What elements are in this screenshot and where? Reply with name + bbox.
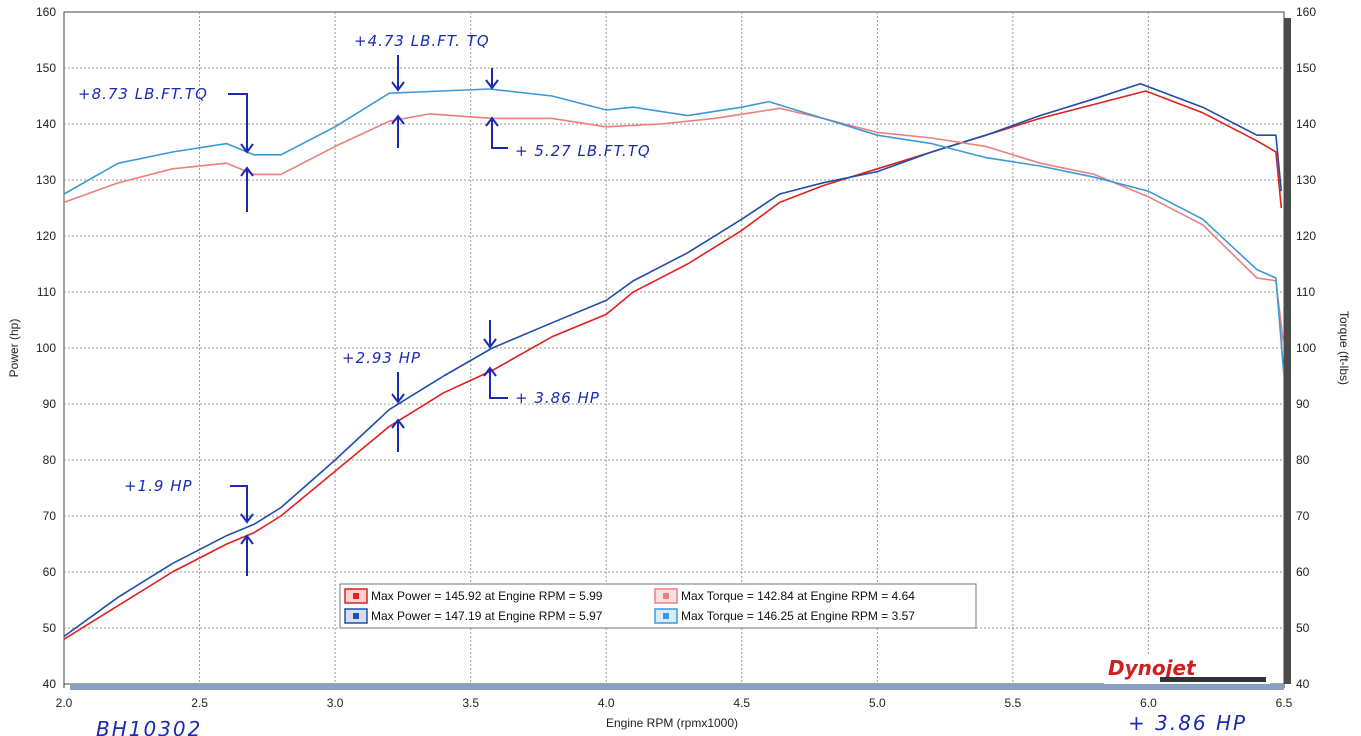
- annotation-power-3: +1.9 HP: [124, 477, 193, 495]
- x-tick-label: 6.0: [1140, 696, 1157, 710]
- y-tick-label-right: 80: [1296, 453, 1310, 467]
- y-tick-label-left: 100: [36, 341, 56, 355]
- series-line-3: [63, 107, 1285, 349]
- y-tick-label-right: 40: [1296, 677, 1310, 691]
- y-tick-label-right: 110: [1296, 285, 1315, 299]
- y-tick-label-left: 110: [37, 285, 56, 299]
- x-tick-label: 6.5: [1276, 696, 1293, 710]
- dynojet-logo: Dynojet: [1104, 656, 1270, 684]
- y-tick-label-right: 100: [1296, 341, 1316, 355]
- x-tick-label: 4.5: [733, 696, 750, 710]
- annotation-power-2: + 3.86 HP: [515, 389, 600, 407]
- y-axis-title-left: Power (hp): [7, 319, 21, 378]
- y-tick-label-right: 160: [1296, 5, 1316, 19]
- series-line-2: [63, 82, 1283, 638]
- legend-label-1: Max Power = 145.92 at Engine RPM = 5.99: [371, 589, 603, 603]
- y-tick-label-left: 160: [36, 5, 56, 19]
- annotation-torque-1: +8.73 LB.FT.TQ: [78, 85, 208, 103]
- y-tick-label-left: 70: [43, 509, 57, 523]
- y-tick-label-right: 120: [1296, 229, 1316, 243]
- y-tick-label-right: 140: [1296, 117, 1316, 131]
- annotation-torque-2: +4.73 LB.FT. TQ: [354, 32, 490, 50]
- y-tick-label-right: 70: [1296, 509, 1310, 523]
- logo-text: Dynojet: [1108, 656, 1197, 680]
- y-axis-title-right: Torque (ft-lbs): [1337, 311, 1351, 385]
- y-tick-label-left: 140: [36, 117, 56, 131]
- legend: Max Power = 145.92 at Engine RPM = 5.99 …: [339, 583, 977, 629]
- annotation-power-1: +2.93 HP: [342, 349, 421, 367]
- legend-label-2: Max Torque = 142.84 at Engine RPM = 4.64: [681, 589, 915, 603]
- x-tick-label: 3.0: [327, 696, 344, 710]
- y-tick-label-left: 80: [43, 453, 57, 467]
- series-line-1: [63, 90, 1283, 640]
- y-tick-label-left: 130: [36, 173, 56, 187]
- x-tick-label: 4.0: [598, 696, 615, 710]
- x-tick-label: 3.5: [462, 696, 479, 710]
- y-tick-label-left: 50: [43, 621, 57, 635]
- y-tick-label-left: 40: [43, 677, 57, 691]
- annotation-group: [228, 55, 508, 576]
- x-tick-label: 5.5: [1005, 696, 1022, 710]
- x-tick-label: 2.5: [191, 696, 208, 710]
- series-line-4: [63, 88, 1285, 377]
- y-tick-label-left: 90: [43, 397, 57, 411]
- bottom-scroll-bar: [70, 684, 1284, 690]
- annotation-run-id: BH10302: [96, 717, 202, 736]
- y-tick-label-right: 150: [1296, 61, 1316, 75]
- annotation-torque-3: + 5.27 LB.FT.TQ: [515, 142, 651, 160]
- x-axis-title: Engine RPM (rpmx1000): [606, 716, 738, 730]
- x-tick-label: 2.0: [56, 696, 73, 710]
- x-tick-label: 5.0: [869, 696, 886, 710]
- y-tick-label-right: 130: [1296, 173, 1316, 187]
- right-scroll-bar: [1284, 18, 1291, 684]
- y-tick-label-right: 50: [1296, 621, 1310, 635]
- y-tick-label-left: 60: [43, 565, 57, 579]
- y-tick-label-right: 60: [1296, 565, 1310, 579]
- y-tick-label-right: 90: [1296, 397, 1310, 411]
- annotation-bottom-hp: + 3.86 HP: [1128, 711, 1247, 735]
- y-tick-label-left: 120: [36, 229, 56, 243]
- series-group: [63, 82, 1285, 640]
- legend-label-3: Max Power = 147.19 at Engine RPM = 5.97: [371, 609, 603, 623]
- legend-label-4: Max Torque = 146.25 at Engine RPM = 3.57: [681, 609, 915, 623]
- y-tick-label-left: 150: [36, 61, 56, 75]
